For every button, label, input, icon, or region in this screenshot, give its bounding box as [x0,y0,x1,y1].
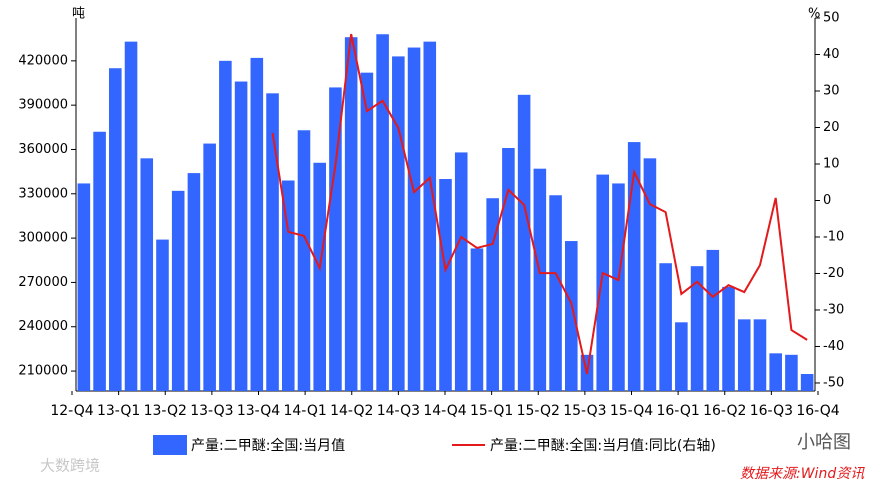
bar [360,72,374,392]
bar [643,158,657,391]
bar [109,68,122,392]
y2-unit: % [808,7,820,22]
bar [329,87,342,392]
source: 数据来源:Wind资讯 [740,466,865,482]
bar [234,81,248,392]
x-tick-label: 12-Q4 [50,403,93,419]
bar [753,319,767,391]
x-tick-label: 15-Q3 [563,403,606,419]
y2-tick-label: 20 [823,120,840,135]
bar [800,374,814,391]
x-tick-label: 13-Q3 [190,403,233,419]
bar [439,179,452,391]
bar [313,162,327,391]
x-tick-label: 14-Q1 [283,403,326,419]
y2-tick-label: -30 [823,302,844,317]
x-tick-label: 16-Q4 [796,403,839,419]
bar [156,239,169,391]
bar [423,41,437,391]
y2-tick-label: -50 [823,375,844,390]
bar [407,47,421,391]
bar [533,168,547,391]
bar [93,131,106,392]
x-tick-label: 14-Q3 [377,403,420,419]
bar [344,37,358,392]
bar [769,353,782,391]
bar [454,152,468,391]
bar [612,183,625,391]
bar [376,34,389,391]
bar [470,248,484,391]
x-tick-label: 15-Q2 [517,403,560,419]
bar [706,249,720,391]
legend-swatch [153,435,187,455]
bar [281,180,295,391]
watermark: 小哈图 [797,432,851,453]
legend-label: 产量:二甲醚:全国:当月值 [191,437,345,454]
bar [690,266,704,391]
line [271,33,808,375]
y-tick-label: 270000 [18,275,68,290]
bar [785,354,798,391]
x-tick-label: 16-Q3 [750,403,793,419]
bar [187,173,201,391]
bar [250,57,264,392]
logo: 大数跨境 [40,457,100,475]
y-tick-label: 300000 [18,231,68,246]
bar [77,183,91,391]
bar [659,263,672,391]
y2-tick-label: -10 [823,229,844,244]
y2-tick-label: 0 [823,193,831,208]
bar [675,322,688,391]
x-tick-label: 13-Q4 [237,403,280,419]
x-tick-label: 13-Q2 [144,403,187,419]
y2-tick-label: 10 [823,156,840,171]
bar [297,130,311,392]
bar [140,158,154,391]
bar [596,174,610,391]
bar [564,241,578,391]
bar [219,60,232,392]
bar [203,143,216,391]
bar [266,93,279,391]
x-tick-label: 13-Q1 [97,403,140,419]
x-tick-label: 15-Q4 [610,403,653,419]
y2-tick-label: -40 [823,339,844,354]
y-tick-label: 390000 [18,98,68,113]
y2-tick-label: -20 [823,266,844,281]
bar [124,41,138,391]
bar [486,198,499,391]
bar [171,190,185,391]
y2-tick-label: 50 [823,11,840,26]
y2-tick-label: 40 [823,47,840,62]
bar [517,94,531,391]
bar [737,319,751,391]
y-unit: 吨 [72,7,85,22]
y2-tick-label: 30 [823,83,840,98]
bar [392,56,405,391]
x-tick-label: 14-Q4 [423,403,466,419]
bar [502,147,515,391]
y-tick-label: 360000 [18,142,68,157]
bar [722,286,735,391]
y-tick-label: 240000 [18,319,68,334]
bar [549,195,562,391]
y-tick-label: 330000 [18,186,68,201]
y-tick-label: 420000 [18,53,68,68]
x-tick-label: 16-Q1 [656,403,699,419]
x-tick-label: 16-Q2 [703,403,746,419]
x-tick-label: 15-Q1 [470,403,513,419]
y-tick-label: 210000 [18,364,68,379]
legend-label: 产量:二甲醚:全国:当月值:同比(右轴) [490,437,716,454]
bar [627,142,641,391]
x-tick-label: 14-Q2 [330,403,373,419]
